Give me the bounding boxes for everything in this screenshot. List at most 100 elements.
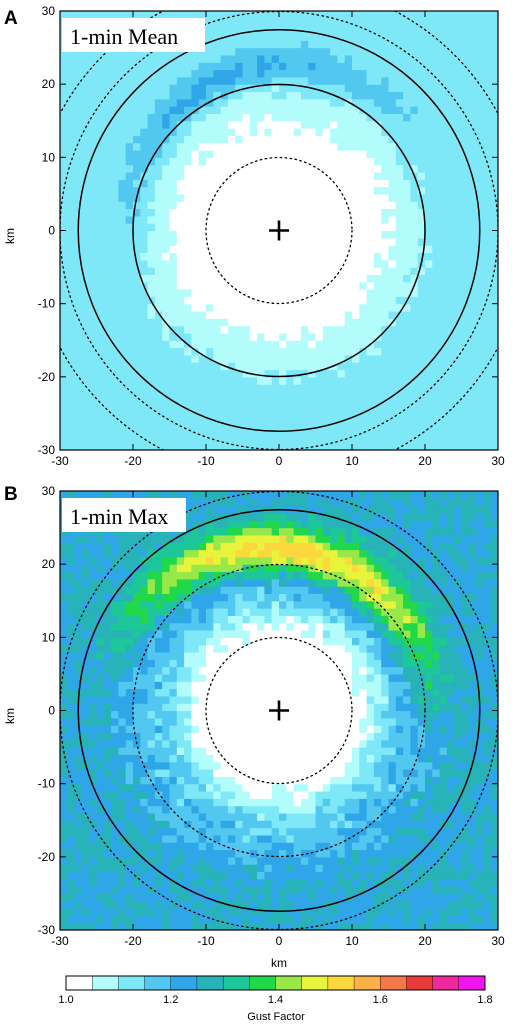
field-cell — [476, 259, 484, 268]
field-cell — [133, 542, 141, 551]
field-cell — [220, 922, 229, 930]
field-cell — [476, 47, 484, 56]
field-cell — [74, 871, 83, 880]
field-cell — [118, 871, 127, 880]
field-cell — [220, 54, 229, 63]
field-cell — [322, 303, 331, 312]
field-cell — [133, 842, 141, 851]
field-cell — [388, 384, 397, 393]
field-cell — [103, 215, 112, 224]
field-cell — [81, 303, 90, 312]
field-cell — [191, 688, 200, 697]
field-cell — [133, 783, 141, 792]
field-cell — [67, 703, 76, 712]
field-cell — [322, 274, 331, 283]
field-cell — [352, 164, 360, 173]
field-cell — [176, 347, 185, 356]
field-cell — [118, 376, 127, 385]
field-cell — [213, 864, 222, 873]
field-cell — [425, 362, 433, 371]
field-cell — [242, 420, 251, 429]
field-cell — [140, 420, 149, 429]
field-cell — [337, 310, 346, 319]
field-cell — [293, 142, 302, 151]
field-cell — [439, 442, 448, 450]
field-cell — [279, 362, 287, 371]
field-cell — [490, 208, 498, 217]
field-cell — [468, 332, 477, 341]
field-cell — [483, 428, 492, 436]
field-cell — [191, 864, 200, 873]
field-cell — [147, 900, 156, 909]
field-cell — [184, 384, 192, 393]
field-cell — [162, 827, 171, 836]
field-cell — [111, 915, 119, 924]
field-cell — [293, 354, 302, 363]
field-cell — [279, 318, 287, 327]
field-cell — [125, 608, 134, 616]
field-cell — [264, 325, 273, 334]
field-cell — [249, 274, 258, 283]
field-cell — [198, 201, 207, 210]
field-cell — [74, 608, 83, 616]
field-cell — [133, 428, 141, 436]
field-cell — [490, 274, 498, 283]
field-cell — [461, 54, 470, 63]
field-cell — [439, 245, 448, 254]
field-cell — [403, 223, 411, 232]
field-cell — [468, 398, 477, 407]
field-cell — [454, 32, 463, 41]
field-cell — [74, 376, 83, 385]
field-cell — [147, 230, 156, 239]
field-cell — [125, 208, 134, 217]
field-cell — [366, 310, 375, 319]
field-cell — [220, 62, 229, 71]
field-cell — [344, 384, 353, 393]
field-cell — [279, 347, 287, 356]
field-cell — [81, 362, 90, 371]
field-cell — [213, 413, 222, 422]
field-cell — [60, 230, 68, 239]
field-cell — [425, 347, 433, 356]
field-cell — [439, 84, 448, 93]
field-cell — [388, 281, 397, 290]
field-cell — [439, 179, 448, 188]
field-cell — [169, 179, 178, 188]
field-cell — [198, 864, 207, 873]
field-cell — [257, 54, 265, 63]
field-cell — [96, 186, 105, 195]
field-cell — [279, 215, 287, 224]
field-cell — [403, 215, 411, 224]
field-cell — [373, 442, 382, 450]
field-cell — [147, 398, 156, 407]
field-cell — [184, 215, 192, 224]
field-cell — [220, 347, 229, 356]
field-cell — [425, 113, 433, 122]
field-cell — [169, 651, 178, 660]
field-cell — [249, 252, 258, 261]
field-cell — [425, 442, 433, 450]
field-cell — [315, 318, 324, 327]
field-cell — [206, 186, 214, 195]
field-cell — [96, 578, 105, 587]
field-cell — [176, 157, 185, 166]
field-cell — [133, 69, 141, 78]
field-cell — [425, 215, 433, 224]
field-cell — [235, 230, 244, 239]
field-cell — [381, 135, 390, 144]
field-cell — [89, 179, 98, 188]
field-cell — [176, 54, 185, 63]
field-cell — [432, 223, 441, 232]
field-cell — [286, 135, 295, 144]
field-cell — [279, 171, 287, 180]
field-cell — [337, 398, 346, 407]
field-cell — [60, 201, 68, 210]
field-cell — [490, 391, 498, 400]
field-cell — [425, 142, 433, 151]
field-cell — [220, 186, 229, 195]
field-cell — [125, 812, 134, 821]
field-cell — [279, 413, 287, 422]
field-cell — [293, 406, 302, 414]
field-cell — [81, 91, 90, 100]
